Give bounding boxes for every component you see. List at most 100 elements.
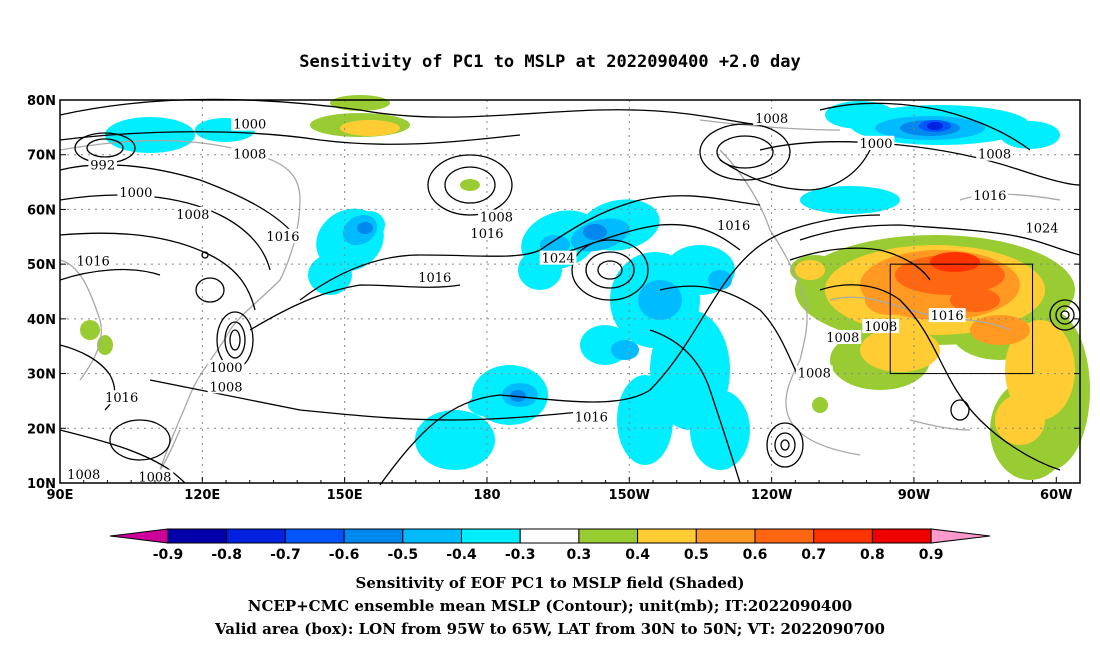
colorbar-tick-label: -0.5 [387,547,418,563]
shade-positive [460,179,480,191]
caption-contour-field: NCEP+CMC ensemble mean MSLP (Contour); u… [248,597,853,615]
shade-positive [1005,320,1075,420]
chart-title: Sensitivity of PC1 to MSLP at 2022090400… [299,52,801,72]
mslp-contour [799,224,1081,256]
shade-negative [308,255,352,295]
shade-positive [795,260,825,280]
shade-negative [638,280,682,320]
contour-label-bg [231,116,269,131]
shade-positive [970,315,1030,345]
colorbar-tick-label: 0.9 [919,547,944,563]
contour-label: 1000 [119,186,152,201]
y-tick-label: 10N [27,477,56,492]
contour-label: 1016 [77,254,110,269]
colorbar-box [637,528,697,544]
contour-label-bg [539,250,577,265]
contour-label: 1016 [575,410,608,425]
mslp-contour [59,131,521,145]
map-frame [59,99,1081,484]
contour-label-bg [795,365,833,380]
mslp-contour [819,284,1061,471]
contour-label: 1016 [418,271,451,286]
contour-label-bg [572,409,610,424]
y-tick-label: 20N [27,422,56,437]
mslp-contour-closed [571,239,649,301]
coastline [959,193,1061,201]
contour-label: 1008 [755,112,788,127]
mslp-contour-closed [427,154,513,216]
x-tick-label: 120E [184,488,220,503]
contour-label-bg [971,187,1009,202]
contour-label-bg [857,135,895,150]
contour-label-bg [478,209,515,224]
mslp-contour-closed [444,166,496,204]
colorbar-box [578,528,639,544]
y-tick-label: 70N [27,149,56,164]
colorbar-box [813,528,873,544]
contour-label: 1016 [973,189,1006,204]
y-tick-label: 60N [27,203,56,218]
mslp-contour-closed [1060,310,1070,320]
caption-valid-area: Valid area (box): LON from 95W to 65W, L… [214,620,885,638]
contour-label-bg [976,146,1014,161]
colorbar-box [461,528,521,544]
mslp-contour-closed [229,329,241,351]
contour-label-bg [103,390,141,405]
mslp-contour [789,247,931,281]
shade-negative [611,340,639,360]
x-tick-label: 150E [327,488,363,503]
contour-label-bg [928,308,966,323]
shade-negative [825,101,895,129]
colorbar-tick-label: 0.6 [743,547,768,563]
shade-negative [708,270,732,290]
shade-negative [800,186,900,214]
coastline [159,429,181,471]
y-tick-label: 40N [27,313,56,328]
shade-positive [340,120,400,136]
contour-label-bg [416,269,454,284]
contour-label: 992 [90,159,115,174]
mslp-contour [819,102,1031,151]
mslp-contour [59,232,256,311]
shade-positive [950,288,1000,312]
mslp-contour-closed [716,135,774,169]
contour-label-bg [174,206,212,221]
colorbar-tick-label: -0.6 [329,547,360,563]
contour-label: 1008 [978,148,1011,163]
mslp-contour [659,285,801,381]
mslp-contour [379,214,881,486]
shade-positive [995,395,1045,445]
colorbar-box [402,528,462,544]
contour-label-bg [231,146,269,161]
coastline [59,259,102,381]
contour-label-bg [753,111,791,126]
colorbar-arrow-left [109,528,169,544]
x-axis-ticks: 90E 120E 150E 180 150W 120W 90W 60W [47,477,1081,503]
contour-label-bg [88,157,117,172]
colorbar-tick-label: 0.7 [801,547,826,563]
mslp-contour-closed [780,439,790,451]
shade-negative [927,122,943,130]
contour-label-bg [824,330,862,345]
contour-label: 1000 [233,118,266,133]
mslp-contour [299,195,761,301]
contour-label: 1000 [859,137,892,152]
mslp-contour [539,223,741,261]
sensitivity-shading [80,95,1090,480]
caption-shaded-field: Sensitivity of EOF PC1 to MSLP field (Sh… [356,574,745,592]
coastline [59,139,301,471]
colorbar-box [754,528,815,544]
mslp-contour-closed [224,321,246,359]
contour-label-bg [207,360,245,375]
x-tick-label: 90W [898,488,930,503]
coastline [909,419,971,431]
x-tick-label: 120W [751,488,792,503]
shade-negative [540,235,570,255]
contour-label: 1016 [266,230,299,245]
mslp-contour [759,141,1081,186]
colorbar: -0.9 -0.8 -0.7 -0.6 -0.5 -0.4 -0.3 0.3 0.4 0.5 0.6… [109,528,991,563]
x-tick-label: 180 [473,488,500,503]
mslp-contour-closed [86,138,124,158]
mslp-contour-closed [585,251,635,289]
colorbar-box [167,528,228,544]
